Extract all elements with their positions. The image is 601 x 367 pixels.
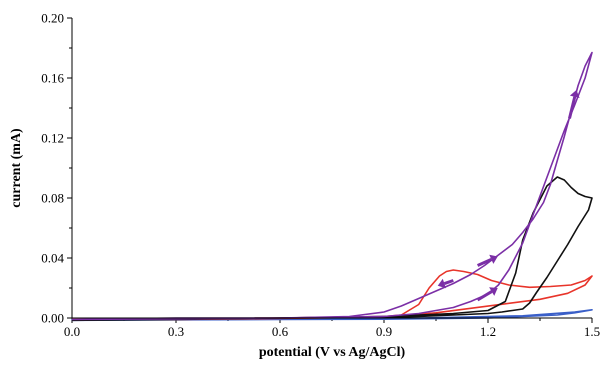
series-layer xyxy=(71,51,593,322)
x-tick-label: 0.3 xyxy=(168,324,184,339)
direction-arrow-shaft xyxy=(476,257,492,267)
y-tick-label: 0.16 xyxy=(41,71,64,86)
series-line-3 xyxy=(71,176,593,322)
x-tick-label: 0.6 xyxy=(272,324,289,339)
x-tick-label: 0.0 xyxy=(64,324,80,339)
y-axis-ticks: 0.00 0.04 0.08 0.12 0.16 0.20 xyxy=(41,11,72,326)
y-tick-label: 0.12 xyxy=(41,131,64,146)
y-axis-label: current (mA) xyxy=(9,128,24,208)
x-axis-ticks: 0.0 0.3 0.6 0.9 1.2 1.5 xyxy=(64,318,600,339)
x-tick-label: 0.9 xyxy=(376,324,392,339)
direction-arrows xyxy=(437,90,580,302)
direction-arrow-head xyxy=(489,254,498,264)
direction-arrow-shaft xyxy=(568,96,577,119)
y-tick-label: 0.20 xyxy=(41,11,64,26)
direction-arrow-shaft xyxy=(476,290,493,302)
y-tick-label: 0.08 xyxy=(41,191,64,206)
direction-arrow-head xyxy=(437,278,446,289)
direction-arrow-head xyxy=(489,287,498,296)
y-tick-label: 0.04 xyxy=(41,251,64,266)
direction-arrow-shaft xyxy=(443,279,454,285)
x-tick-label: 1.5 xyxy=(584,324,600,339)
y-tick-label: 0.00 xyxy=(41,311,64,326)
x-tick-label: 1.2 xyxy=(480,324,496,339)
x-axis-label: potential (V vs Ag/AgCl) xyxy=(259,345,406,360)
direction-arrow-head xyxy=(569,90,580,98)
